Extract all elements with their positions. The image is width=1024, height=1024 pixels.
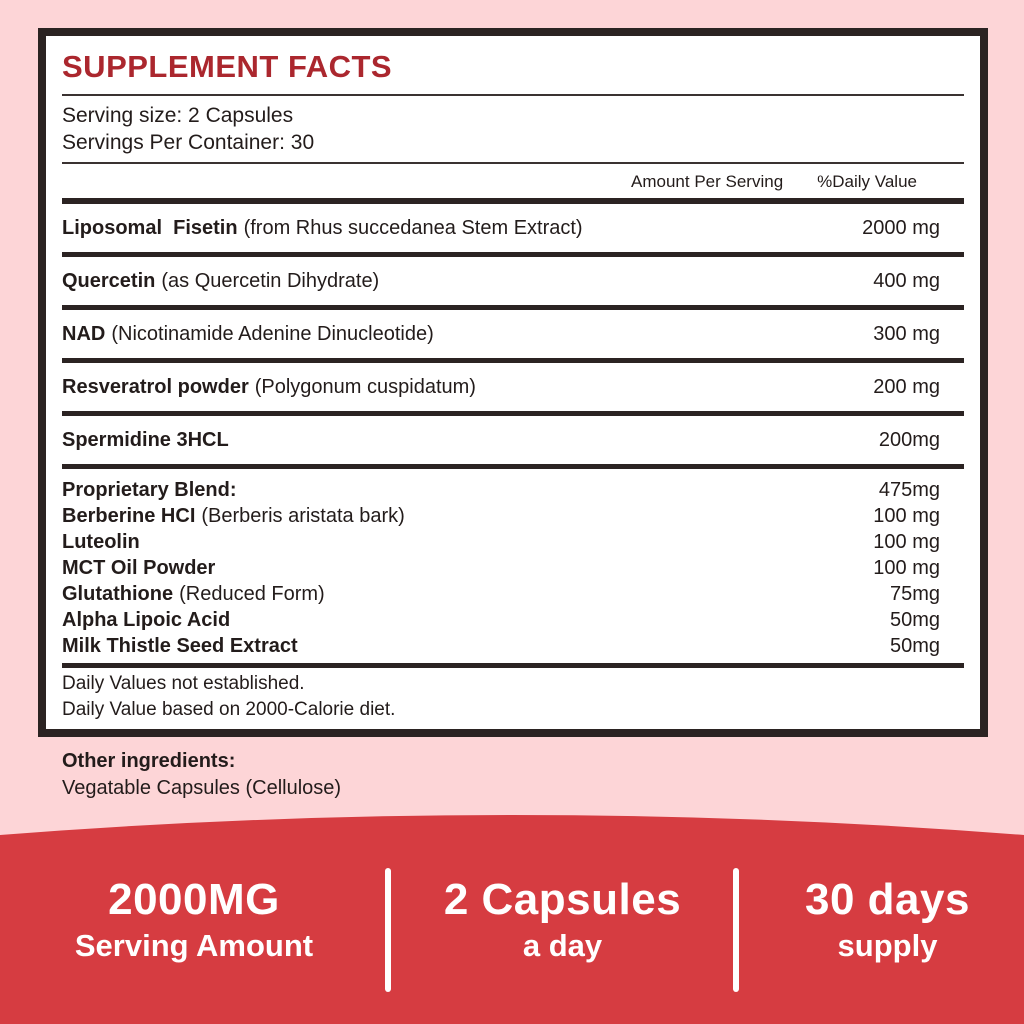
blend-name: MCT Oil Powder xyxy=(62,557,216,579)
ingredient-name: Spermidine 3HCL xyxy=(62,429,229,451)
footnote-line: Daily Value based on 2000-Calorie diet. xyxy=(62,699,396,720)
blend-amount: 50mg xyxy=(889,609,940,631)
blend-amount: 475mg xyxy=(878,479,940,501)
blend-row: Milk Thistle Seed Extract 50mg xyxy=(62,633,964,659)
col-header-amount-per-serving: Amount Per Serving xyxy=(631,172,784,191)
stat-days-supply: 30 days supply xyxy=(737,876,1024,964)
supplement-facts-panel: SUPPLEMENT FACTS Serving size: 2 Capsule… xyxy=(38,28,988,737)
ingredient-detail: (Nicotinamide Adenine Dinucleotide) xyxy=(111,323,434,345)
ingredient-amount: 400 mg xyxy=(873,270,940,292)
stat-serving-amount: 2000MG Serving Amount xyxy=(0,876,388,964)
ingredient-detail: (as Quercetin Dihydrate) xyxy=(161,270,380,292)
blend-row: Luteolin 100 mg xyxy=(62,529,964,555)
blend-amount: 100 mg xyxy=(873,557,940,579)
blend-row: Proprietary Blend: 475mg xyxy=(62,477,964,503)
ingredient-detail: (from Rhus succedanea Stem Extract) xyxy=(243,217,583,239)
ingredient-row: Liposomal Fisetin (from Rhus succedanea S… xyxy=(62,204,964,257)
ingredient-row: Resveratrol powder (Polygonum cuspidatum)… xyxy=(62,363,964,416)
ingredient-label: NAD (Nicotinamide Adenine Dinucleotide) xyxy=(62,322,434,346)
blend-row: Glutathione (Reduced Form) 75mg xyxy=(62,581,964,607)
blend-amount: 50mg xyxy=(889,635,940,657)
band-divider xyxy=(385,868,391,992)
stat-value: 30 days xyxy=(805,875,970,924)
ingredient-row: NAD (Nicotinamide Adenine Dinucleotide) 3… xyxy=(62,310,964,363)
stat-label: a day xyxy=(522,928,603,963)
proprietary-blend-block: Proprietary Blend: 475mg Berberine HCI (B… xyxy=(62,469,964,668)
blend-row: Berberine HCI (Berberis aristata bark) 10… xyxy=(62,503,964,529)
serving-size-text: Serving size: 2 Capsules xyxy=(62,104,294,127)
other-ingredients-value: Vegatable Capsules (Cellulose) xyxy=(62,777,342,799)
ingredient-row: Spermidine 3HCL 200mg xyxy=(62,416,964,469)
blend-name: Luteolin xyxy=(62,531,140,553)
blend-amount: 100 mg xyxy=(873,505,940,527)
ingredient-name: Liposomal Fisetin xyxy=(62,217,238,239)
red-band xyxy=(0,845,1024,1024)
blend-row: MCT Oil Powder 100 mg xyxy=(62,555,964,581)
ingredient-amount: 300 mg xyxy=(873,323,940,345)
blend-amount: 100 mg xyxy=(873,531,940,553)
ingredient-amount: 200 mg xyxy=(873,376,940,398)
blend-name: Alpha Lipoic Acid xyxy=(62,609,231,631)
other-ingredients-label: Other ingredients: xyxy=(62,750,236,772)
blend-name: Proprietary Blend: xyxy=(62,479,237,501)
serving-info: Serving size: 2 Capsules Servings Per Co… xyxy=(62,96,964,162)
band-divider xyxy=(733,868,739,992)
column-headers: Amount Per Serving %Daily Value xyxy=(62,164,964,198)
stat-value: 2 Capsules xyxy=(443,875,682,924)
header-rule xyxy=(62,198,964,204)
ingredient-amount: 200mg xyxy=(878,429,940,451)
blend-row: Alpha Lipoic Acid 50mg xyxy=(62,607,964,633)
ingredient-amount: 2000 mg xyxy=(862,217,940,239)
band-stats: 2000MG Serving Amount 2 Capsules a day 3… xyxy=(0,876,1024,964)
ingredient-detail: (Polygonum cuspidatum) xyxy=(254,376,476,398)
blend-detail: (Berberis aristata bark) xyxy=(201,505,405,527)
blend-name: Berberine HCI xyxy=(62,505,196,527)
divider-under-serving xyxy=(62,162,964,164)
other-ingredients: Other ingredients: Vegatable Capsules (C… xyxy=(62,748,341,802)
divider-under-title xyxy=(62,94,964,96)
blend-amount: 75mg xyxy=(889,583,940,605)
footnotes: Daily Values not established. Daily Valu… xyxy=(62,671,964,723)
ingredient-name: Quercetin xyxy=(62,270,156,292)
ingredient-label: Liposomal Fisetin (from Rhus succedanea S… xyxy=(62,216,583,240)
col-header-daily-value: %Daily Value xyxy=(817,172,917,191)
blend-detail: (Reduced Form) xyxy=(179,583,325,605)
servings-per-container-text: Servings Per Container: 30 xyxy=(62,131,315,154)
stat-capsules-per-day: 2 Capsules a day xyxy=(388,876,737,964)
ingredient-row: Quercetin (as Quercetin Dihydrate) 400 mg xyxy=(62,257,964,310)
ingredient-label: Spermidine 3HCL xyxy=(62,428,235,452)
panel-title: SUPPLEMENT FACTS xyxy=(62,49,393,84)
ingredient-label: Quercetin (as Quercetin Dihydrate) xyxy=(62,269,379,293)
blend-name: Milk Thistle Seed Extract xyxy=(62,635,298,657)
blend-name: Glutathione xyxy=(62,583,174,605)
stat-value: 2000MG xyxy=(108,875,280,924)
stat-label: supply xyxy=(837,928,938,963)
footnote-line: Daily Values not established. xyxy=(62,673,305,694)
ingredient-name: Resveratrol powder xyxy=(62,376,249,398)
stat-label: Serving Amount xyxy=(74,928,314,963)
ingredient-name: NAD xyxy=(62,323,106,345)
ingredient-label: Resveratrol powder (Polygonum cuspidatum) xyxy=(62,375,476,399)
band-curve xyxy=(0,815,1024,846)
